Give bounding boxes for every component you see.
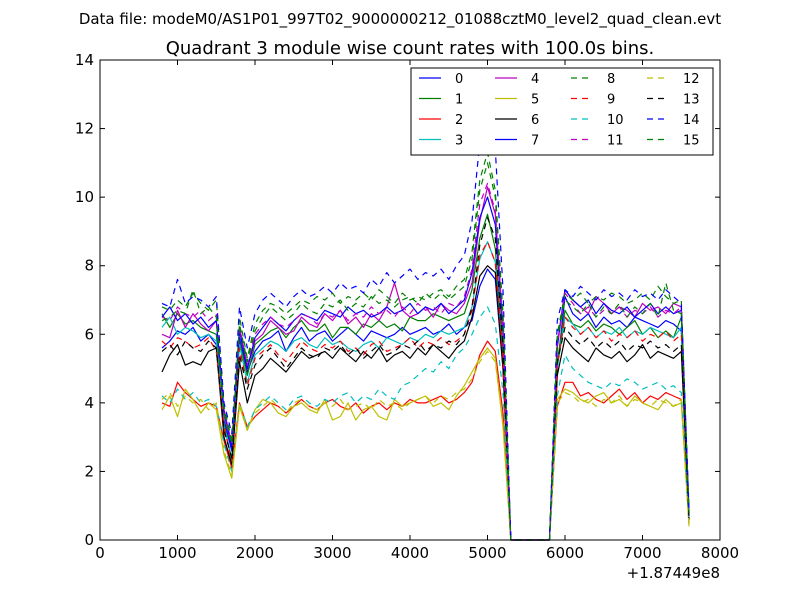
y-tick-label: 14: [75, 51, 94, 69]
chart-suptitle: Data file: modeM0/AS1P01_997T02_90000002…: [79, 10, 721, 29]
legend-label-module-3: 3: [455, 134, 463, 149]
series-line-module-13: [161, 217, 690, 541]
legend-label-module-11: 11: [607, 134, 624, 149]
y-tick-label: 10: [75, 188, 94, 206]
x-tick-label: 4000: [391, 544, 429, 562]
legend-label-module-0: 0: [455, 72, 463, 87]
legend-label-module-14: 14: [683, 113, 700, 128]
y-tick-label: 12: [75, 120, 94, 138]
series-line-module-12: [161, 350, 690, 541]
legend-label-module-8: 8: [607, 72, 615, 87]
x-tick-label: 5000: [468, 544, 506, 562]
series-line-module-15: [161, 162, 690, 541]
y-tick-label: 4: [84, 394, 94, 412]
y-tick-label: 2: [84, 462, 94, 480]
legend-label-module-5: 5: [531, 93, 539, 108]
legend-label-module-1: 1: [455, 93, 463, 108]
series-line-module-14: [161, 107, 690, 541]
legend-label-module-10: 10: [607, 113, 624, 128]
y-tick-label: 0: [84, 531, 94, 549]
series-layer: [161, 107, 690, 541]
x-tick-label: 8000: [701, 544, 739, 562]
series-line-module-8: [161, 152, 690, 541]
series-line-module-5: [161, 347, 690, 541]
x-tick-label: 3000: [313, 544, 351, 562]
legend-label-module-6: 6: [531, 113, 539, 128]
legend-label-module-12: 12: [683, 72, 700, 87]
legend-label-module-4: 4: [531, 72, 539, 87]
x-tick-label: 6000: [546, 544, 584, 562]
series-line-module-7: [161, 196, 690, 541]
series-line-module-6: [161, 265, 690, 541]
series-line-module-3: [161, 241, 690, 541]
y-tick-label: 8: [84, 257, 94, 275]
legend-label-module-7: 7: [531, 134, 539, 149]
legend-label-module-15: 15: [683, 134, 700, 149]
y-tick-label: 6: [84, 325, 94, 343]
series-line-module-11: [161, 182, 690, 541]
legend-label-module-9: 9: [607, 93, 615, 108]
x-tick-label: 0: [95, 544, 105, 562]
legend-label-module-13: 13: [683, 93, 700, 108]
x-tick-label: 1000: [158, 544, 196, 562]
x-tick-label: 7000: [623, 544, 661, 562]
x-tick-label: 2000: [236, 544, 274, 562]
legend-label-module-2: 2: [455, 113, 463, 128]
series-line-module-1: [161, 213, 690, 541]
legend-box: [410, 67, 714, 156]
x-axis-ticks: 0 1000 2000 3000 4000 5000 6000 7000 8000: [95, 60, 739, 562]
x-axis-offset-label: +1.87449e8: [627, 564, 720, 582]
series-line-module-10: [161, 306, 690, 541]
chart-title: Quadrant 3 module wise count rates with …: [166, 38, 655, 59]
